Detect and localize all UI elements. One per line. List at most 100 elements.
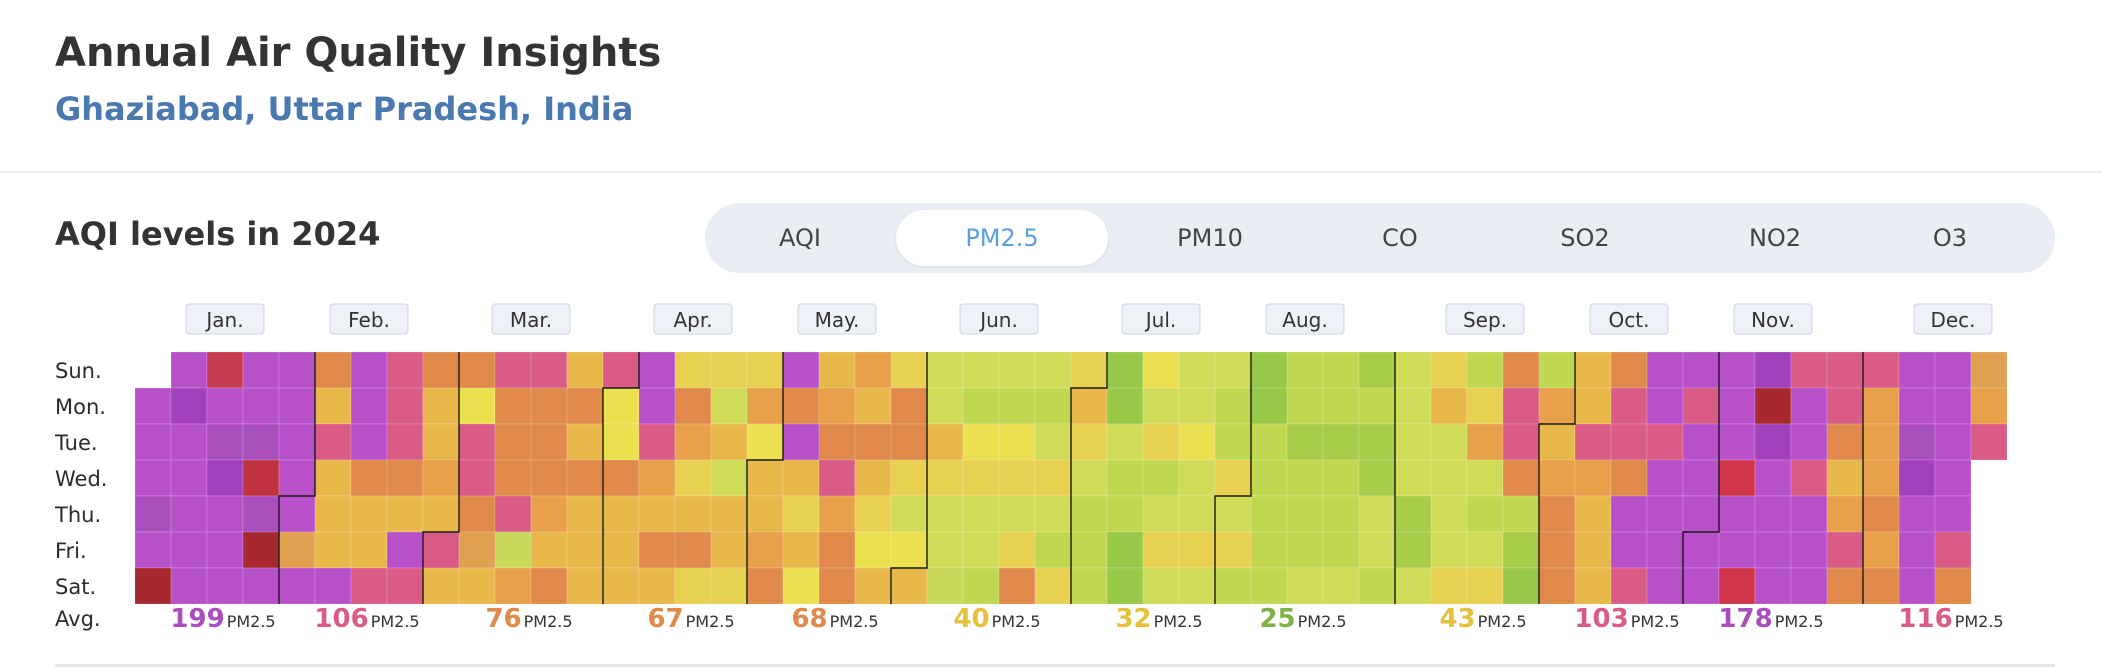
day-cell[interactable]	[1394, 531, 1432, 569]
day-cell[interactable]	[386, 567, 424, 605]
day-cell[interactable]	[890, 459, 928, 497]
day-cell[interactable]	[242, 567, 280, 605]
day-cell[interactable]	[818, 459, 856, 497]
day-cell[interactable]	[1682, 423, 1720, 461]
day-cell[interactable]	[1898, 387, 1936, 425]
day-cell[interactable]	[1862, 387, 1900, 425]
day-cell[interactable]	[1898, 495, 1936, 533]
tab-aqi[interactable]: AQI	[779, 224, 821, 252]
day-cell[interactable]	[422, 459, 460, 497]
day-cell[interactable]	[1070, 459, 1108, 497]
day-cell[interactable]	[710, 351, 748, 389]
day-cell[interactable]	[1610, 495, 1648, 533]
day-cell[interactable]	[1574, 531, 1612, 569]
day-cell[interactable]	[422, 387, 460, 425]
day-cell[interactable]	[278, 351, 316, 389]
day-cell[interactable]	[170, 351, 208, 389]
day-cell[interactable]	[746, 387, 784, 425]
day-cell[interactable]	[1250, 459, 1288, 497]
day-cell[interactable]	[962, 567, 1000, 605]
day-cell[interactable]	[998, 531, 1036, 569]
day-cell[interactable]	[242, 351, 280, 389]
day-cell[interactable]	[1574, 387, 1612, 425]
day-cell[interactable]	[386, 495, 424, 533]
day-cell[interactable]	[1898, 531, 1936, 569]
day-cell[interactable]	[782, 387, 820, 425]
day-cell[interactable]	[1898, 567, 1936, 605]
day-cell[interactable]	[1394, 459, 1432, 497]
day-cell[interactable]	[1250, 495, 1288, 533]
day-cell[interactable]	[998, 459, 1036, 497]
day-cell[interactable]	[350, 531, 388, 569]
day-cell[interactable]	[1142, 351, 1180, 389]
day-cell[interactable]	[1970, 387, 2008, 425]
day-cell[interactable]	[350, 351, 388, 389]
day-cell[interactable]	[458, 531, 496, 569]
day-cell[interactable]	[1214, 531, 1252, 569]
day-cell[interactable]	[602, 423, 640, 461]
day-cell[interactable]	[1070, 495, 1108, 533]
day-cell[interactable]	[1394, 423, 1432, 461]
day-cell[interactable]	[314, 531, 352, 569]
day-cell[interactable]	[926, 423, 964, 461]
day-cell[interactable]	[1142, 531, 1180, 569]
day-cell[interactable]	[1286, 351, 1324, 389]
day-cell[interactable]	[386, 459, 424, 497]
day-cell[interactable]	[458, 351, 496, 389]
day-cell[interactable]	[746, 351, 784, 389]
day-cell[interactable]	[1574, 459, 1612, 497]
day-cell[interactable]	[1646, 531, 1684, 569]
day-cell[interactable]	[1718, 351, 1756, 389]
day-cell[interactable]	[782, 495, 820, 533]
day-cell[interactable]	[1754, 459, 1792, 497]
day-cell[interactable]	[1826, 567, 1864, 605]
day-cell[interactable]	[1142, 423, 1180, 461]
day-cell[interactable]	[1394, 387, 1432, 425]
day-cell[interactable]	[1178, 387, 1216, 425]
tab-co[interactable]: CO	[1382, 224, 1418, 252]
day-cell[interactable]	[1826, 423, 1864, 461]
day-cell[interactable]	[1754, 567, 1792, 605]
day-cell[interactable]	[1502, 567, 1540, 605]
day-cell[interactable]	[314, 495, 352, 533]
day-cell[interactable]	[1646, 351, 1684, 389]
day-cell[interactable]	[1322, 495, 1360, 533]
day-cell[interactable]	[1214, 387, 1252, 425]
day-cell[interactable]	[350, 567, 388, 605]
day-cell[interactable]	[1214, 495, 1252, 533]
day-cell[interactable]	[1502, 459, 1540, 497]
day-cell[interactable]	[350, 459, 388, 497]
day-cell[interactable]	[638, 531, 676, 569]
day-cell[interactable]	[1610, 459, 1648, 497]
day-cell[interactable]	[782, 423, 820, 461]
day-cell[interactable]	[638, 495, 676, 533]
day-cell[interactable]	[1538, 531, 1576, 569]
day-cell[interactable]	[674, 567, 712, 605]
day-cell[interactable]	[1286, 531, 1324, 569]
day-cell[interactable]	[674, 387, 712, 425]
day-cell[interactable]	[1178, 351, 1216, 389]
day-cell[interactable]	[638, 459, 676, 497]
day-cell[interactable]	[530, 351, 568, 389]
day-cell[interactable]	[998, 387, 1036, 425]
day-cell[interactable]	[854, 567, 892, 605]
day-cell[interactable]	[1430, 387, 1468, 425]
day-cell[interactable]	[1934, 495, 1972, 533]
day-cell[interactable]	[1754, 495, 1792, 533]
day-cell[interactable]	[710, 567, 748, 605]
day-cell[interactable]	[386, 351, 424, 389]
day-cell[interactable]	[818, 351, 856, 389]
day-cell[interactable]	[1718, 459, 1756, 497]
day-cell[interactable]	[710, 387, 748, 425]
day-cell[interactable]	[1070, 567, 1108, 605]
day-cell[interactable]	[1394, 567, 1432, 605]
day-cell[interactable]	[458, 459, 496, 497]
day-cell[interactable]	[566, 531, 604, 569]
day-cell[interactable]	[746, 423, 784, 461]
day-cell[interactable]	[1358, 459, 1396, 497]
day-cell[interactable]	[1502, 387, 1540, 425]
day-cell[interactable]	[818, 387, 856, 425]
day-cell[interactable]	[926, 531, 964, 569]
day-cell[interactable]	[494, 351, 532, 389]
day-cell[interactable]	[170, 531, 208, 569]
